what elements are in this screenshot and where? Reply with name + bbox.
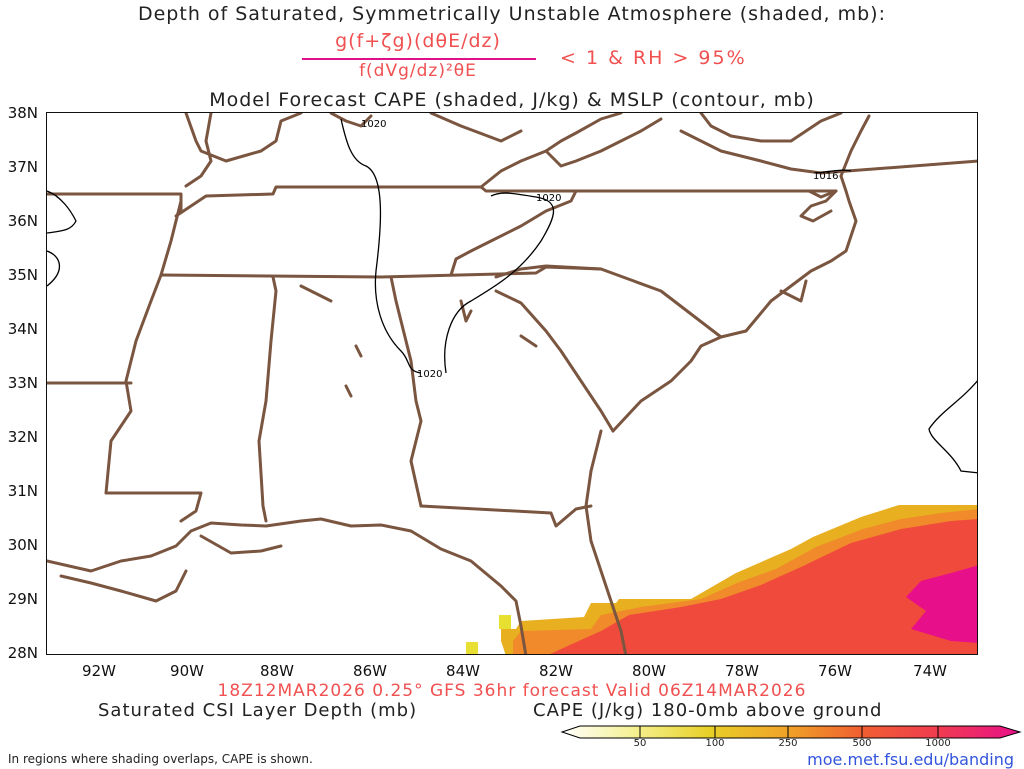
cape-label: CAPE (J/kg) 180-0mb above ground <box>533 700 883 721</box>
mslp-contours <box>47 118 977 474</box>
colorbar-tick-label-1000: 1000 <box>925 738 951 749</box>
lat-label-29n: 29N <box>7 590 38 608</box>
lat-label-38n: 38N <box>7 104 38 122</box>
contour-labels: 1020 1020 1020 1016 <box>361 119 838 380</box>
map-panel: 1020 1020 1020 1016 <box>46 112 978 655</box>
contour-label-1020-east: 1020 <box>536 193 561 204</box>
title-line-2: Model Forecast CAPE (shaded, J/kg) & MSL… <box>209 89 815 111</box>
lon-label-92w: 92W <box>82 662 116 680</box>
cape-colorbar <box>560 725 1022 739</box>
fraction-numerator: g(f+ζg)(dθE/dz) <box>335 30 501 52</box>
fraction-denominator: f(dVg/dz)²θE <box>359 61 477 81</box>
state-boundaries <box>47 113 977 654</box>
colorbar-tick-label-100: 100 <box>705 738 725 749</box>
source-link[interactable]: moe.met.fsu.edu/banding <box>807 750 1014 769</box>
contour-label-1016: 1016 <box>813 171 838 182</box>
lon-label-74w: 74W <box>913 662 947 680</box>
lat-label-36n: 36N <box>7 212 38 230</box>
cape-band-50 <box>466 642 478 654</box>
csi-layer-label: Saturated CSI Layer Depth (mb) <box>98 700 418 721</box>
lat-label-34n: 34N <box>7 320 38 338</box>
overlap-note: In regions where shading overlaps, CAPE … <box>8 752 313 766</box>
lon-label-86w: 86W <box>353 662 387 680</box>
lat-label-32n: 32N <box>7 428 38 446</box>
colorbar-tick-label-500: 500 <box>852 738 872 749</box>
colorbar-fill <box>560 725 1022 739</box>
cape-band-500 <box>550 519 977 654</box>
lat-label-31n: 31N <box>7 482 38 500</box>
lon-label-82w: 82W <box>539 662 573 680</box>
lon-label-90w: 90W <box>170 662 204 680</box>
lon-label-88w: 88W <box>260 662 294 680</box>
fraction-bar <box>302 58 536 60</box>
lat-label-37n: 37N <box>7 158 38 176</box>
colorbar-tick-label-250: 250 <box>778 738 798 749</box>
cape-shading <box>466 505 977 654</box>
lat-label-28n: 28N <box>7 644 38 662</box>
contour-label-1020-north: 1020 <box>361 119 386 130</box>
cape-band-50 <box>499 615 511 629</box>
lon-label-84w: 84W <box>446 662 480 680</box>
title-line-1: Depth of Saturated, Symmetrically Unstab… <box>137 3 886 25</box>
lon-label-76w: 76W <box>818 662 852 680</box>
lon-label-78w: 78W <box>725 662 759 680</box>
lat-label-30n: 30N <box>7 536 38 554</box>
colorbar-tick-label-50: 50 <box>633 738 647 749</box>
instability-condition: < 1 & RH > 95% <box>560 47 747 69</box>
lon-label-80w: 80W <box>632 662 666 680</box>
lat-label-33n: 33N <box>7 374 38 392</box>
run-info: 18Z12MAR2026 0.25° GFS 36hr forecast Val… <box>217 681 807 701</box>
cape-band-1000 <box>906 565 977 643</box>
lat-label-35n: 35N <box>7 266 38 284</box>
contour-label-1020-south: 1020 <box>417 369 442 380</box>
map-svg: 1020 1020 1020 1016 <box>47 113 977 654</box>
